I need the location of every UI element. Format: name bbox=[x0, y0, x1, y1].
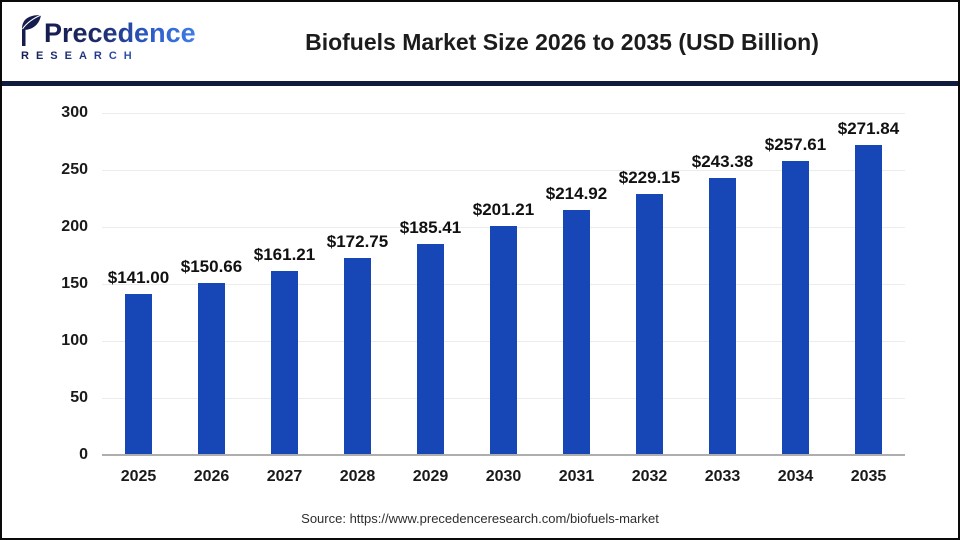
y-axis-tick-label: 0 bbox=[79, 446, 88, 463]
bar-2029 bbox=[417, 243, 444, 455]
bar-2025 bbox=[125, 294, 152, 455]
bar-2033 bbox=[709, 177, 736, 455]
x-axis-tick-label: 2029 bbox=[412, 468, 449, 485]
x-axis-tick-label: 2030 bbox=[485, 468, 522, 485]
y-axis-tick-label: 150 bbox=[61, 275, 88, 292]
y-axis-tick-label: 250 bbox=[61, 161, 88, 178]
y-axis-tick-label: 300 bbox=[61, 104, 88, 121]
bar-value-label: $271.84 bbox=[837, 119, 900, 139]
y-axis-tick-label: 200 bbox=[61, 218, 88, 235]
bar-2026 bbox=[198, 283, 225, 455]
x-axis-tick-label: 2027 bbox=[266, 468, 303, 485]
bar-2027 bbox=[271, 271, 298, 455]
x-axis-tick-label: 2032 bbox=[631, 468, 668, 485]
bar-value-label: $257.61 bbox=[764, 135, 827, 155]
logo-name-text: Precedence bbox=[44, 18, 196, 48]
bar-value-label: $229.15 bbox=[618, 167, 681, 187]
bar-2028 bbox=[344, 258, 371, 455]
y-axis-tick-label: 100 bbox=[61, 332, 88, 349]
x-axis-tick-label: 2034 bbox=[777, 468, 814, 485]
precedence-research-logo: Precedence RESEARCH bbox=[18, 14, 196, 62]
bar-2031 bbox=[563, 210, 590, 455]
bar-2032 bbox=[636, 193, 663, 455]
bar-value-label: $172.75 bbox=[326, 232, 389, 252]
x-axis-baseline bbox=[102, 454, 905, 456]
x-axis-tick-label: 2035 bbox=[850, 468, 887, 485]
gridline bbox=[102, 170, 905, 171]
bar-value-label: $185.41 bbox=[399, 217, 462, 237]
bar-2035 bbox=[855, 145, 882, 455]
gridline bbox=[102, 113, 905, 114]
bar-value-label: $141.00 bbox=[107, 268, 170, 288]
bar-value-label: $150.66 bbox=[180, 257, 243, 277]
bar-value-label: $201.21 bbox=[472, 199, 535, 219]
bar-value-label: $161.21 bbox=[253, 245, 316, 265]
header-divider bbox=[2, 81, 958, 86]
x-axis-tick-label: 2025 bbox=[120, 468, 157, 485]
leaf-icon bbox=[18, 14, 42, 47]
x-axis-tick-label: 2028 bbox=[339, 468, 376, 485]
bar-2030 bbox=[490, 225, 517, 455]
bar-value-label: $243.38 bbox=[691, 151, 754, 171]
bar-2034 bbox=[782, 161, 809, 455]
logo-sub-text: RESEARCH bbox=[18, 50, 188, 62]
chart-title: Biofuels Market Size 2026 to 2035 (USD B… bbox=[305, 29, 819, 55]
x-axis-tick-label: 2031 bbox=[558, 468, 595, 485]
x-axis-tick-label: 2033 bbox=[704, 468, 741, 485]
y-axis-tick-label: 50 bbox=[70, 389, 88, 406]
x-axis-tick-label: 2026 bbox=[193, 468, 230, 485]
plot-area: $141.00 $150.66 $161.21 $172.75 $185.41 $201.… bbox=[102, 113, 905, 456]
bar-value-label: $214.92 bbox=[545, 184, 608, 203]
source-text: Source: https://www.precedenceresearch.c… bbox=[301, 511, 659, 526]
